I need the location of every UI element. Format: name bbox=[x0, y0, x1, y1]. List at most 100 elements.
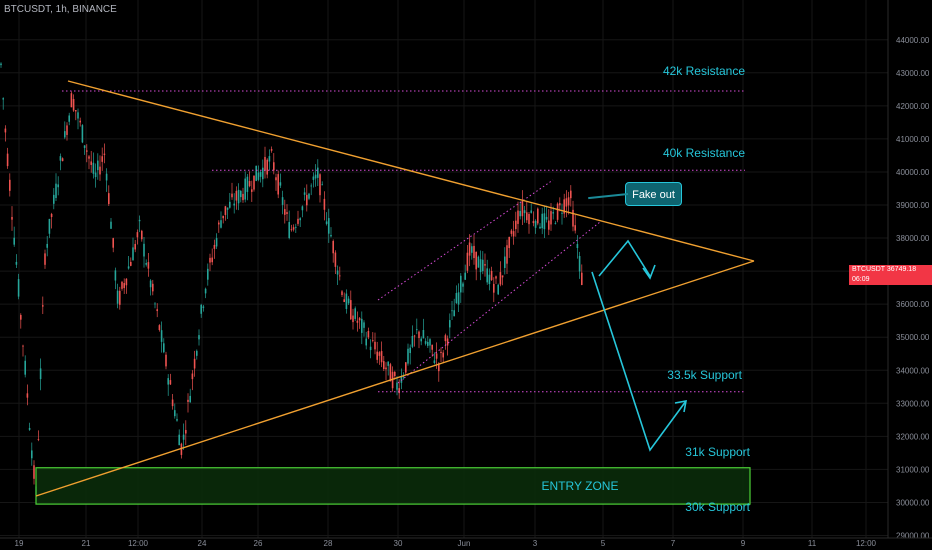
candles bbox=[0, 62, 583, 501]
candle-body bbox=[510, 230, 513, 234]
candle-body bbox=[53, 194, 55, 204]
candle-body bbox=[174, 410, 176, 417]
candle-body bbox=[396, 382, 398, 390]
candle-body bbox=[477, 256, 480, 268]
candle-body bbox=[473, 245, 475, 259]
candle-body bbox=[435, 353, 438, 359]
candle-body bbox=[209, 257, 211, 263]
price-tag-countdown: 06:09 bbox=[852, 276, 870, 283]
candle-body bbox=[66, 125, 68, 135]
candle-body bbox=[501, 275, 504, 278]
candle-body bbox=[72, 99, 75, 111]
candle-body bbox=[97, 160, 99, 171]
candle-body bbox=[572, 209, 574, 227]
candle-body bbox=[466, 252, 469, 271]
candle-body bbox=[46, 243, 48, 248]
candle-body bbox=[255, 165, 257, 181]
candle-body bbox=[543, 213, 546, 230]
price-tick-label: 36000.00 bbox=[896, 300, 930, 309]
candle-body bbox=[512, 231, 515, 237]
candle-body bbox=[121, 281, 123, 289]
candle-body bbox=[290, 229, 293, 231]
candle-body bbox=[332, 240, 334, 254]
candle-body bbox=[515, 220, 517, 230]
candle-body bbox=[567, 197, 570, 206]
candle-body bbox=[59, 156, 62, 161]
candle-body bbox=[90, 161, 92, 165]
candle-body bbox=[578, 255, 581, 272]
candle-body bbox=[317, 167, 319, 178]
candle-body bbox=[402, 376, 405, 378]
candle-body bbox=[321, 184, 323, 186]
candle-body bbox=[28, 427, 31, 430]
channel-upper-line bbox=[377, 179, 554, 301]
candle-body bbox=[50, 213, 53, 218]
candle-body bbox=[24, 360, 26, 375]
candle-body bbox=[77, 112, 79, 119]
candle-body bbox=[237, 189, 240, 204]
candle-body bbox=[163, 343, 165, 353]
candle-body bbox=[471, 246, 473, 253]
candle-body bbox=[202, 306, 205, 308]
candle-body bbox=[497, 284, 499, 295]
candle-body bbox=[343, 299, 345, 303]
candle-body bbox=[356, 320, 359, 323]
candle-body bbox=[495, 276, 497, 279]
candle-body bbox=[422, 330, 425, 339]
candle-body bbox=[570, 190, 572, 199]
candle-body bbox=[138, 219, 141, 222]
fake-out-label: Fake out bbox=[632, 189, 675, 201]
candle-body bbox=[233, 203, 235, 206]
candle-body bbox=[378, 352, 381, 356]
time-tick-label: 19 bbox=[15, 539, 24, 548]
candle-body bbox=[554, 223, 557, 225]
candle-body bbox=[127, 266, 130, 269]
candle-body bbox=[248, 181, 251, 187]
candle-body bbox=[119, 290, 121, 305]
candle-body bbox=[389, 364, 392, 382]
entry-zone-label: ENTRY ZONE bbox=[542, 479, 619, 493]
price-tick-label: 40000.00 bbox=[896, 168, 930, 177]
last-price-tag: BTCUSDT 36749.18 06:09 bbox=[849, 265, 932, 285]
level-label: 30k Support bbox=[685, 500, 750, 514]
candle-body bbox=[198, 335, 200, 340]
candle-body bbox=[352, 315, 354, 323]
time-tick-label: 5 bbox=[601, 539, 606, 548]
candle-body bbox=[240, 190, 242, 198]
candle-body bbox=[482, 259, 484, 272]
candle-body bbox=[81, 125, 84, 143]
price-tag-symbol: BTCUSDT bbox=[852, 266, 885, 273]
candle-body bbox=[11, 216, 13, 220]
chart-grid bbox=[0, 0, 888, 538]
candle-body bbox=[431, 344, 433, 350]
price-tick-label: 41000.00 bbox=[896, 135, 930, 144]
candle-body bbox=[345, 293, 348, 309]
entry-zone: ENTRY ZONE bbox=[35, 467, 751, 505]
candle-body bbox=[123, 283, 125, 289]
candle-body bbox=[149, 280, 152, 288]
candle-body bbox=[451, 310, 453, 312]
candle-body bbox=[295, 226, 297, 228]
candle-body bbox=[268, 156, 271, 162]
candle-body bbox=[541, 213, 543, 229]
fake-out-callout: Fake out bbox=[625, 182, 682, 206]
candle-body bbox=[204, 288, 207, 294]
price-tag-line: BTCUSDT 36749.18 bbox=[852, 265, 932, 275]
candle-body bbox=[226, 207, 229, 210]
candle-body bbox=[33, 465, 35, 479]
candle-body bbox=[112, 238, 114, 248]
candle-body bbox=[354, 308, 356, 319]
candle-body bbox=[490, 270, 493, 281]
price-tick-label: 42000.00 bbox=[896, 102, 930, 111]
candle-body bbox=[55, 183, 57, 198]
candle-body bbox=[116, 290, 119, 304]
time-tick-label: 9 bbox=[741, 539, 746, 548]
candle-body bbox=[297, 218, 299, 224]
time-axis[interactable]: 19 21 12:00 24 26 28 30 Jun 3 5 7 9 11 12:00 bbox=[0, 537, 932, 548]
candle-body bbox=[134, 243, 136, 250]
arrow-down-path bbox=[591, 271, 687, 452]
candle-body bbox=[4, 128, 7, 133]
candle-body bbox=[365, 338, 367, 346]
level-label: 40k Resistance bbox=[663, 146, 745, 160]
